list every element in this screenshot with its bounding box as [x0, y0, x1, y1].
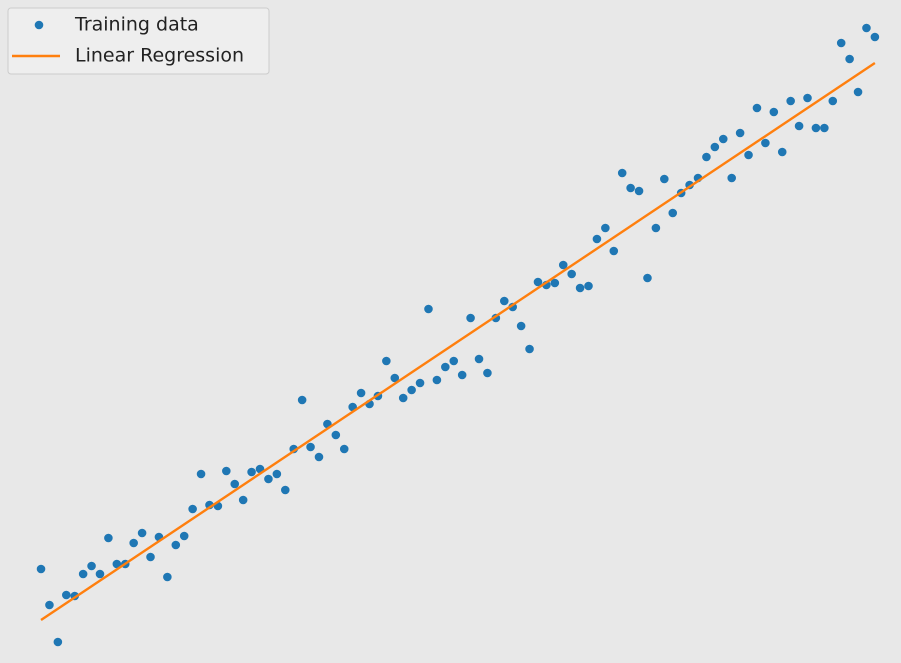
data-point [794, 121, 804, 131]
data-point [466, 313, 475, 323]
data-point [188, 504, 197, 514]
data-point [558, 260, 568, 270]
legend: Training data Linear Regression [7, 7, 270, 75]
data-point [87, 561, 96, 571]
data-point [306, 442, 315, 452]
data-point [196, 469, 206, 479]
data-point [264, 474, 273, 484]
data-point [339, 444, 349, 454]
data-point [702, 152, 711, 162]
data-point [870, 32, 880, 42]
data-point [828, 96, 838, 106]
data-point [314, 452, 324, 462]
data-point [297, 395, 307, 405]
data-point [601, 223, 610, 233]
data-point [769, 107, 779, 117]
data-point [660, 174, 669, 184]
data-point [45, 600, 54, 610]
data-point [432, 375, 442, 385]
data-point [230, 479, 240, 489]
data-point [78, 569, 88, 579]
data-point [617, 168, 627, 178]
data-point [441, 362, 450, 372]
data-point [609, 246, 619, 256]
data-point [862, 23, 871, 33]
data-point [280, 485, 290, 495]
data-point [415, 378, 425, 388]
data-point [238, 495, 248, 505]
data-point [811, 123, 821, 133]
data-point [584, 281, 593, 291]
data-point [744, 150, 753, 160]
data-point [95, 569, 105, 579]
data-point [651, 223, 661, 233]
legend-marker [34, 20, 44, 30]
data-point [845, 54, 854, 64]
data-point [356, 388, 366, 398]
data-point [533, 277, 543, 287]
data-point [61, 590, 71, 600]
data-point [53, 637, 63, 647]
data-point [727, 173, 736, 183]
legend-box [7, 7, 270, 75]
data-point [777, 147, 787, 157]
data-point [643, 273, 652, 283]
data-point [786, 96, 795, 106]
data-point [171, 540, 181, 550]
data-point [820, 123, 829, 133]
data-point [567, 269, 576, 279]
data-point [247, 467, 256, 477]
data-point [36, 564, 46, 574]
data-point [803, 93, 812, 103]
legend-label: Training data [74, 14, 199, 36]
data-point [146, 552, 155, 562]
data-point [331, 430, 341, 440]
regression-line [40, 62, 876, 621]
data-point [752, 103, 762, 113]
data-point [575, 283, 585, 293]
data-point [634, 186, 644, 196]
data-point [457, 370, 467, 380]
data-point [668, 208, 678, 218]
legend-label: Linear Regression [75, 45, 244, 67]
data-point [836, 38, 846, 48]
data-point [129, 538, 138, 548]
data-point [112, 559, 122, 569]
data-point [179, 531, 189, 541]
data-point [424, 304, 433, 314]
data-point [499, 296, 509, 306]
data-point [853, 87, 863, 97]
data-point [525, 344, 534, 354]
data-point [163, 572, 172, 582]
data-point [222, 466, 231, 476]
data-point [137, 528, 147, 538]
data-point [626, 183, 635, 193]
data-point [449, 356, 459, 366]
data-point [516, 321, 526, 331]
data-point [382, 356, 391, 366]
data-point [483, 368, 492, 378]
data-point [592, 234, 602, 244]
data-point [735, 128, 745, 138]
data-point [390, 373, 400, 383]
data-point [550, 278, 560, 288]
data-point [407, 385, 416, 395]
data-point [104, 533, 113, 543]
data-point [474, 354, 484, 364]
data-point [398, 393, 408, 403]
data-point [761, 138, 770, 148]
data-point [272, 469, 282, 479]
data-point [718, 134, 728, 144]
data-point [710, 142, 720, 152]
